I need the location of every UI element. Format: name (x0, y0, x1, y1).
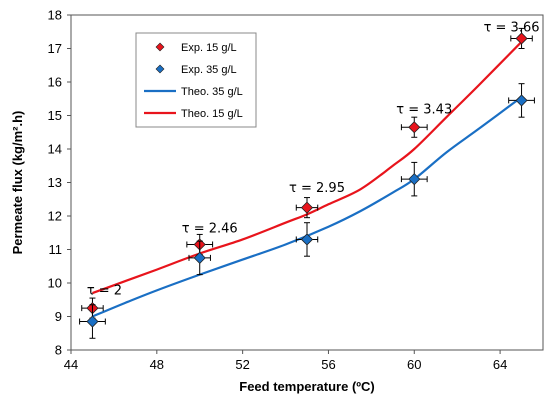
legend-label: Theo. 15 g/L (181, 108, 243, 120)
y-tick-label: 17 (48, 41, 62, 56)
legend-label: Exp. 15 g/L (181, 42, 237, 54)
tau-annotation: τ = 2.95 (289, 181, 345, 196)
y-tick-label: 16 (48, 75, 62, 90)
y-tick-label: 18 (48, 8, 62, 23)
x-tick-label: 44 (64, 357, 78, 372)
tau-annotation: τ = 2.46 (182, 221, 238, 236)
x-tick-label: 64 (493, 357, 507, 372)
legend-marker (155, 64, 165, 74)
data-point (193, 251, 206, 264)
tau-annotation: τ = 3.43 (396, 103, 452, 118)
series-line (92, 96, 523, 318)
x-tick-label: 56 (321, 357, 335, 372)
plot-area: 8 9 10 11 12 13 14 15 16 17 18 44 48 52 56 60 64 τ = 2 τ =… (48, 8, 544, 372)
data-point (515, 32, 528, 45)
legend-marker (155, 42, 165, 52)
legend-label: Exp. 35 g/L (181, 64, 237, 76)
data-point (408, 121, 421, 134)
legend-box (135, 32, 257, 128)
x-tick-label: 60 (407, 357, 421, 372)
data-point (408, 173, 421, 186)
y-tick-label: 12 (48, 209, 62, 224)
tau-annotation: τ = 3.66 (484, 20, 540, 35)
y-tick-label: 9 (55, 309, 62, 324)
data-point (300, 201, 314, 214)
y-tick-label: 11 (49, 242, 63, 257)
x-axis-label: Feed temperature (ºC) (239, 379, 375, 394)
legend: Exp. 15 g/L Exp. 35 g/L Theo. 35 g/L Theo. … (135, 32, 257, 128)
data-point (300, 233, 314, 246)
y-tick-label: 15 (48, 108, 62, 123)
series-line (92, 41, 523, 295)
x-tick-label: 48 (150, 357, 164, 372)
y-tick-label: 13 (48, 175, 62, 190)
y-tick-label: 14 (48, 142, 62, 157)
legend-label: Theo. 35 g/L (181, 86, 243, 98)
data-point (86, 315, 99, 328)
y-axis-label: Permeate flux (kg/m².h) (10, 111, 25, 255)
y-tick-label: 10 (48, 276, 62, 291)
tau-annotation: τ = 2 (87, 283, 122, 298)
data-point (515, 94, 528, 107)
y-tick-label: 8 (55, 343, 62, 358)
x-tick-label: 52 (235, 357, 249, 372)
